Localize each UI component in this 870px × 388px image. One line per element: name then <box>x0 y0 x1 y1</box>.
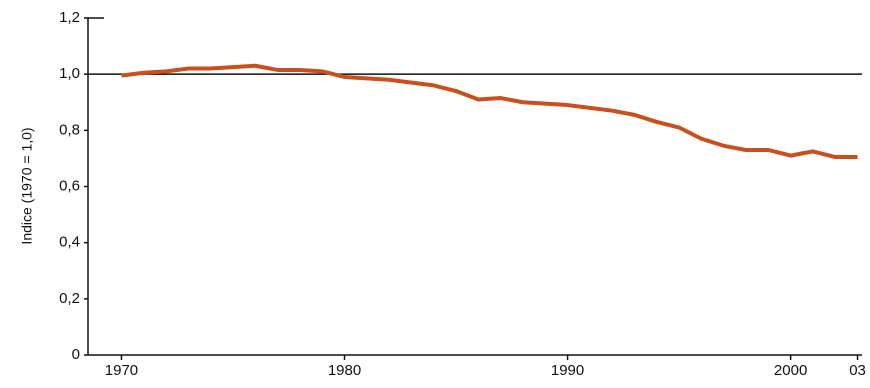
y-tick-label: 0 <box>72 346 80 363</box>
data-line <box>121 63 858 160</box>
x-tick-label: 1970 <box>105 362 138 379</box>
y-tick-label: 0,2 <box>59 290 80 307</box>
y-tick-label: 0,4 <box>59 234 80 251</box>
y-tick-label: 1,2 <box>59 9 80 26</box>
x-tick-label: 2000 <box>774 362 807 379</box>
x-tick-label: 1980 <box>328 362 361 379</box>
y-tick-label: 0,6 <box>59 177 80 194</box>
y-tick-label: 1,0 <box>59 65 80 82</box>
x-tick-label: 03 <box>849 362 866 379</box>
x-tick-label: 1990 <box>551 362 584 379</box>
y-axis-label: Indice (1970 = 1,0) <box>19 127 35 244</box>
y-tick-label: 0,8 <box>59 121 80 138</box>
